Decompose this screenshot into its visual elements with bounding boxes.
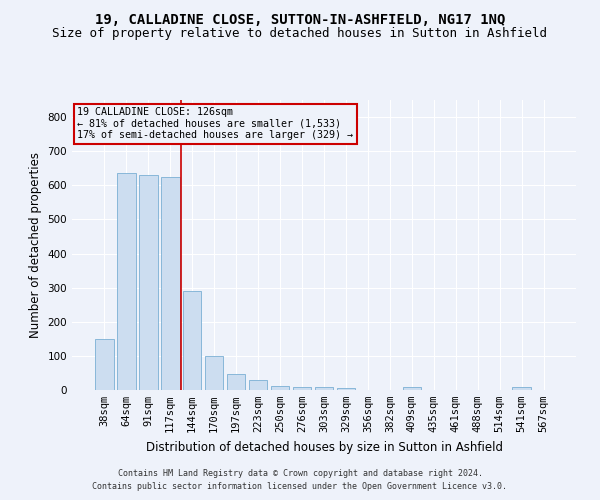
Y-axis label: Number of detached properties: Number of detached properties — [29, 152, 42, 338]
Bar — [314, 388, 334, 390]
Bar — [205, 356, 223, 390]
Bar — [183, 291, 202, 390]
Bar — [95, 339, 113, 390]
Bar — [293, 386, 311, 390]
Bar — [337, 388, 355, 390]
Text: 19 CALLADINE CLOSE: 126sqm
← 81% of detached houses are smaller (1,533)
17% of s: 19 CALLADINE CLOSE: 126sqm ← 81% of deta… — [77, 108, 353, 140]
Bar — [161, 177, 179, 390]
Text: Contains public sector information licensed under the Open Government Licence v3: Contains public sector information licen… — [92, 482, 508, 491]
Bar — [512, 388, 531, 390]
Bar — [139, 175, 158, 390]
Bar — [271, 386, 289, 390]
Bar — [227, 374, 245, 390]
Text: 19, CALLADINE CLOSE, SUTTON-IN-ASHFIELD, NG17 1NQ: 19, CALLADINE CLOSE, SUTTON-IN-ASHFIELD,… — [95, 12, 505, 26]
Bar — [403, 387, 421, 390]
Text: Size of property relative to detached houses in Sutton in Ashfield: Size of property relative to detached ho… — [53, 28, 548, 40]
X-axis label: Distribution of detached houses by size in Sutton in Ashfield: Distribution of detached houses by size … — [146, 440, 503, 454]
Bar — [117, 174, 136, 390]
Bar — [249, 380, 268, 390]
Text: Contains HM Land Registry data © Crown copyright and database right 2024.: Contains HM Land Registry data © Crown c… — [118, 468, 482, 477]
